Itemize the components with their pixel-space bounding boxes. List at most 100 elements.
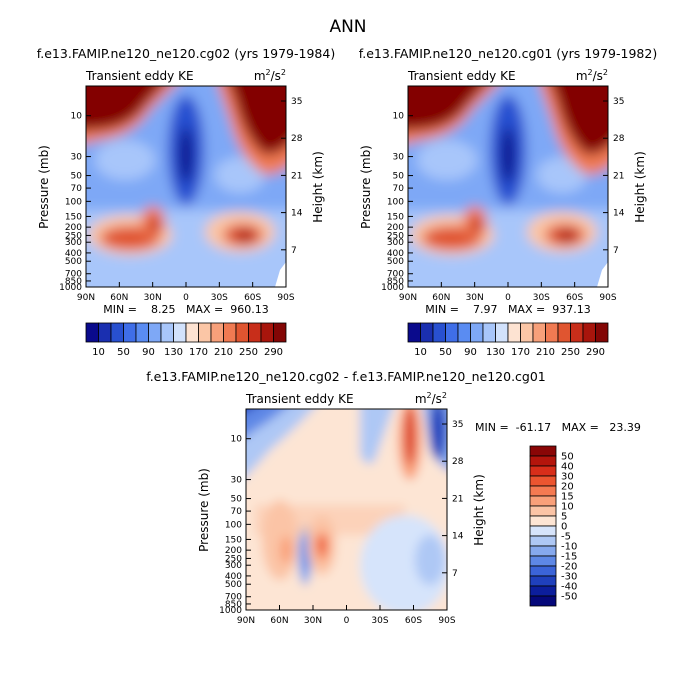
colorbar-swatch: [110, 322, 124, 343]
colorbar-label: 40: [561, 462, 574, 473]
panel-2-ytick-label: 500: [387, 257, 404, 267]
panel-1-height-tick-label: 28: [291, 134, 303, 144]
colorbar-swatch: [570, 322, 584, 343]
panel-1-units: m2/s2: [254, 68, 286, 83]
panel-3-xtick-label: 60S: [405, 616, 422, 626]
panel-1-title: f.e13.FAMIP.ne120_ne120.cg02 (yrs 1979-1…: [37, 46, 335, 61]
colorbar-label: 50: [561, 452, 574, 463]
colorbar-label: 210: [214, 347, 233, 358]
panel-2-xtick-label: 60N: [432, 293, 450, 303]
colorbar-swatch: [529, 455, 557, 467]
panel-1-ytick-label: 150: [65, 212, 82, 222]
colorbar-swatch: [529, 595, 557, 607]
panel-2-ytick-label: 30: [393, 153, 405, 163]
colorbar-label: 10: [92, 347, 105, 358]
panel-1-ylabel: Pressure (mb): [37, 145, 51, 229]
panel-1: f.e13.FAMIP.ne120_ne120.cg02 (yrs 1979-1…: [37, 46, 335, 358]
colorbar-swatch: [148, 322, 162, 343]
panel-1-ytick-label: 10: [71, 112, 83, 122]
panel-1-ytick-label: 400: [65, 249, 82, 259]
panel-3-ylabel: Pressure (mb): [197, 468, 211, 552]
panel-3-ytick-label: 70: [231, 507, 243, 517]
colorbar-swatch: [529, 505, 557, 517]
panel-1-height-tick-label: 21: [291, 171, 302, 181]
colorbar-label: -10: [561, 542, 577, 553]
panel-3-xtick-label: 60N: [270, 616, 288, 626]
panel-1-ytick-label: 1000: [59, 283, 82, 293]
panel-2-field: [408, 86, 608, 287]
panel-3-ytick-label: 200: [225, 546, 242, 556]
panel-2-height-tick-label: 21: [613, 171, 624, 181]
colorbar-label: 90: [464, 347, 477, 358]
colorbar-label: -15: [561, 552, 577, 563]
colorbar-label: 0: [561, 522, 567, 533]
panel-1-xtick-label: 30N: [144, 293, 162, 303]
panel-3-height-tick-label: 35: [452, 420, 463, 430]
colorbar-swatch: [520, 322, 534, 343]
colorbar-swatch: [532, 322, 546, 343]
panel-3: f.e13.FAMIP.ne120_ne120.cg02 - f.e13.FAM…: [146, 369, 641, 626]
colorbar-swatch: [529, 565, 557, 577]
panel-1-xtick-label: 60N: [110, 293, 128, 303]
panel-3-minmax: MIN = -61.17 MAX = 23.39: [475, 421, 641, 434]
panel-3-xtick-label: 0: [344, 616, 350, 626]
colorbar-swatch: [529, 575, 557, 587]
colorbar-swatch: [248, 322, 262, 343]
panel-1-colorbar: 10 50 90 130 170 210 250 290: [85, 322, 287, 358]
panel-1-xtick-label: 90N: [77, 293, 95, 303]
colorbar-swatch: [173, 322, 187, 343]
colorbar-swatch: [529, 465, 557, 477]
colorbar-swatch: [529, 495, 557, 507]
panel-1-field: [86, 86, 286, 287]
colorbar-label: 290: [586, 347, 605, 358]
colorbar-swatch: [85, 322, 99, 343]
panel-2-axes: 90N 60N 30N 0 30S 60S 90S103050701001502002503…: [381, 97, 625, 303]
colorbar-swatch: [407, 322, 421, 343]
colorbar-swatch: [529, 445, 557, 457]
panel-3-units: m2/s2: [415, 391, 447, 406]
colorbar-label: 130: [486, 347, 505, 358]
colorbar-swatch: [470, 322, 484, 343]
panel-3-xtick-label: 90N: [237, 616, 255, 626]
panel-2-xtick-label: 30S: [533, 293, 550, 303]
panel-3-ytick-label: 500: [225, 580, 242, 590]
panel-2-height-tick-label: 35: [613, 97, 624, 107]
panel-1-xtick-label: 0: [183, 293, 189, 303]
colorbar-swatch: [529, 525, 557, 537]
panel-2-height-tick-label: 7: [613, 246, 619, 256]
colorbar-swatch: [507, 322, 521, 343]
panel-2-height-tick-label: 14: [613, 209, 625, 219]
panel-2: f.e13.FAMIP.ne120_ne120.cg01 (yrs 1979-1…: [359, 46, 657, 358]
panel-2-xtick-label: 90S: [599, 293, 616, 303]
colorbar-label: 30: [561, 472, 574, 483]
colorbar-label: -40: [561, 582, 577, 593]
panel-2-ytick-label: 70: [393, 184, 405, 194]
panel-1-ytick-label: 850: [65, 277, 82, 287]
panel-2-ytick-label: 50: [393, 172, 405, 182]
colorbar-swatch: [457, 322, 471, 343]
panel-3-ytick-label: 250: [225, 554, 242, 564]
panel-1-ytick-label: 300: [65, 238, 82, 248]
panel-2-ytick-label: 1000: [381, 283, 404, 293]
colorbar-label: -20: [561, 562, 577, 573]
page-title: ANN: [329, 17, 366, 37]
panel-2-ytick-label: 100: [387, 197, 404, 207]
panel-2-ylabel-right: Height (km): [633, 151, 647, 222]
panel-3-height-tick-label: 28: [452, 457, 464, 467]
panel-2-ytick-label: 400: [387, 249, 404, 259]
panel-3-height-tick-label: 14: [452, 532, 464, 542]
colorbar-label: 170: [189, 347, 208, 358]
panel-3-xtick-label: 30S: [371, 616, 388, 626]
colorbar-swatch: [235, 322, 249, 343]
panel-2-ytick-label: 300: [387, 238, 404, 248]
panel-1-xtick-label: 30S: [211, 293, 228, 303]
panel-2-colorbar: 10 50 90 130 170 210 250 290: [407, 322, 609, 358]
panel-3-ytick-label: 150: [225, 535, 242, 545]
colorbar-label: 10: [561, 502, 574, 513]
colorbar-swatch: [98, 322, 112, 343]
colorbar-swatch: [198, 322, 212, 343]
panel-2-ytick-label: 700: [387, 270, 404, 280]
panel-3-ytick-label: 100: [225, 520, 242, 530]
colorbar-swatch: [529, 535, 557, 547]
colorbar-swatch: [582, 322, 596, 343]
